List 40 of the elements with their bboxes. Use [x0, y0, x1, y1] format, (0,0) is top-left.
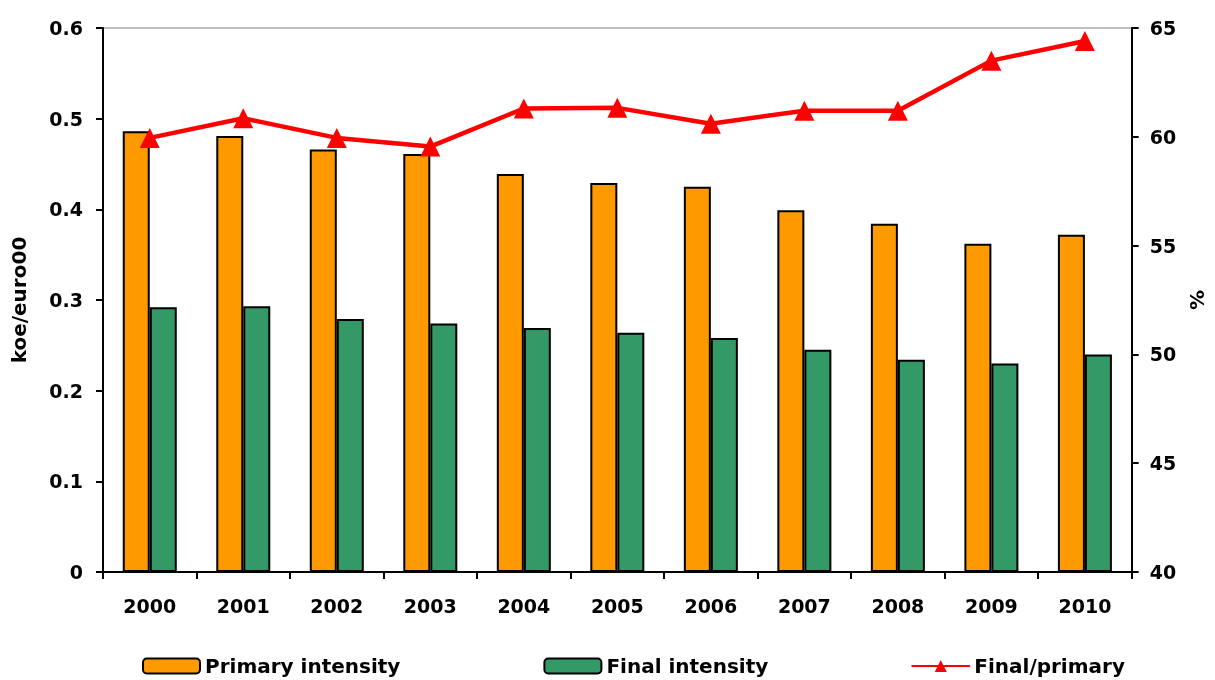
- y-tick-label: 0.6: [49, 17, 83, 39]
- y2-tick-label: 45: [1149, 452, 1177, 475]
- point: [513, 98, 534, 119]
- y2-tick-label: 50: [1149, 343, 1177, 366]
- point: [1074, 31, 1095, 52]
- y2-tick-label: 65: [1149, 17, 1177, 39]
- x-tick-label: 2001: [216, 594, 270, 617]
- x-tick-label: 2000: [123, 594, 177, 617]
- point: [233, 108, 254, 129]
- legend-label: Final intensity: [606, 654, 769, 678]
- x-tick-label: 2003: [403, 594, 457, 617]
- point: [981, 50, 1002, 71]
- y-tick-label: 0.1: [49, 470, 83, 493]
- point: [607, 97, 628, 118]
- point: [326, 127, 347, 148]
- y-tick-label: 0: [69, 561, 83, 583]
- y2-tick-label: 60: [1149, 125, 1177, 148]
- x-tick-label: 2007: [777, 594, 831, 617]
- legend-label: Primary intensity: [205, 654, 401, 678]
- point: [139, 127, 160, 148]
- x-tick-label: 2002: [310, 594, 364, 617]
- x-tick-label: 2004: [497, 594, 551, 617]
- y2-axis-title: %: [1185, 289, 1209, 311]
- x-tick-label: 2010: [1058, 594, 1112, 617]
- point: [700, 113, 721, 134]
- x-tick-label: 2006: [684, 594, 738, 617]
- point: [887, 100, 908, 121]
- y-tick-label: 0.4: [49, 198, 83, 221]
- y-tick-label: 0.2: [49, 379, 83, 402]
- y-tick-label: 0.5: [49, 107, 83, 130]
- legend-label: Final/primary: [974, 654, 1125, 678]
- y-tick-label: 0.3: [49, 289, 83, 311]
- point: [794, 100, 815, 121]
- x-tick-label: 2008: [871, 594, 925, 617]
- y-axis-title: koe/euro00: [7, 236, 31, 364]
- y2-tick-label: 55: [1149, 234, 1177, 257]
- x-tick-label: 2005: [590, 594, 644, 617]
- y2-tick-label: 40: [1149, 561, 1177, 583]
- x-tick-label: 2009: [964, 594, 1018, 617]
- point: [420, 136, 441, 157]
